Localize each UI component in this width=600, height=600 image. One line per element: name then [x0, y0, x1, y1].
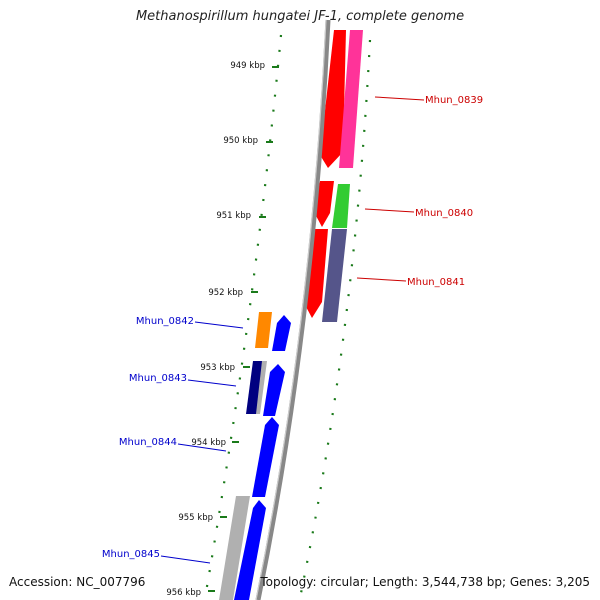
tick-label: 953 kbp — [200, 363, 235, 373]
cds-feature-green — [332, 184, 350, 228]
label-leader — [160, 555, 211, 564]
cds-feature-blue — [272, 315, 291, 351]
cds-feature-grey — [219, 496, 250, 600]
label-leader — [356, 277, 407, 282]
gene-label-mhun-0841[interactable]: Mhun_0841 — [407, 277, 465, 288]
tick-label: 951 kbp — [216, 211, 251, 221]
cds-feature-blue-3 — [252, 417, 279, 497]
cds-feature-blue-2 — [263, 364, 285, 416]
tick-label: 950 kbp — [223, 136, 258, 146]
cds-feature-grey-small — [256, 361, 267, 414]
label-leader — [177, 443, 227, 452]
cds-feature-red-2 — [314, 181, 334, 227]
cds-feature-red — [320, 30, 346, 168]
cds-feature-slate — [322, 229, 347, 322]
tick-label: 956 kbp — [166, 588, 201, 598]
genome-backbone-highlight — [255, 19, 327, 600]
label-leader — [364, 208, 415, 213]
gene-label-mhun-0842[interactable]: Mhun_0842 — [136, 316, 194, 327]
dotted-arc-right — [298, 39, 372, 599]
cds-feature-orange — [255, 312, 272, 348]
gene-label-mhun-0845[interactable]: Mhun_0845 — [102, 549, 160, 560]
cds-forward-group — [304, 30, 363, 322]
gene-label-mhun-0843[interactable]: Mhun_0843 — [129, 373, 187, 384]
forward-gene-labels: Mhun_0839 Mhun_0840 Mhun_0841 — [356, 95, 483, 288]
map-title: Methanospirillum hungatei JF-1, complete… — [135, 9, 465, 24]
gene-label-mhun-0840[interactable]: Mhun_0840 — [415, 208, 473, 219]
tick-label: 952 kbp — [208, 288, 243, 298]
gene-label-mhun-0839[interactable]: Mhun_0839 — [425, 95, 483, 106]
label-leader — [187, 379, 237, 387]
genome-backbone — [255, 19, 331, 600]
cds-reverse-group — [219, 312, 291, 600]
label-leader — [194, 321, 244, 329]
accession-text: Accession: NC_007796 — [9, 575, 146, 589]
tick-label: 954 kbp — [191, 438, 226, 448]
cds-feature-magenta — [339, 30, 363, 168]
label-leader — [374, 96, 425, 101]
kbp-axis: 949 kbp 950 kbp 951 kbp 952 kbp 953 kbp … — [166, 61, 279, 598]
reverse-gene-labels: Mhun_0842 Mhun_0843 Mhun_0844 Mhun_0845 — [102, 316, 244, 564]
topology-summary: Topology: circular; Length: 3,544,738 bp… — [260, 575, 590, 589]
cds-feature-blue-4 — [234, 500, 266, 600]
tick-label: 955 kbp — [178, 513, 213, 523]
gene-label-mhun-0844[interactable]: Mhun_0844 — [119, 437, 177, 448]
tick-label: 949 kbp — [230, 61, 265, 71]
cds-feature-red-3 — [304, 229, 328, 318]
